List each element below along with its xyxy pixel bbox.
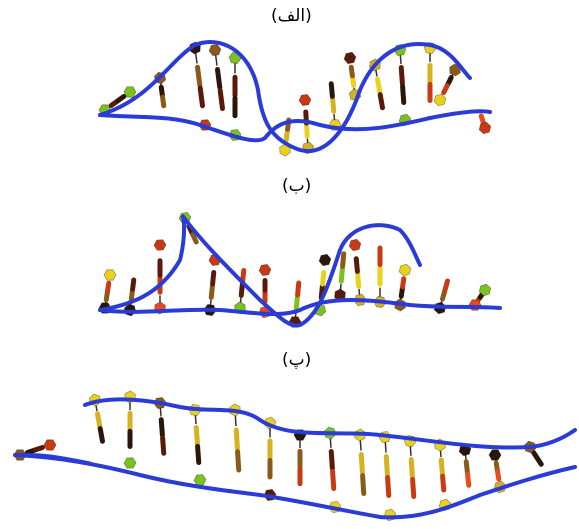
panel-a-backbone-strand-2 [98,109,492,143]
base-pair-slab [128,288,135,303]
base-pair-slab [328,81,335,99]
nucleotide-base [208,43,222,57]
panel-b-dna-diagram [98,211,502,328]
base-pair-slab [440,288,448,302]
panel-a-backbone-strand-1 [98,40,472,154]
base-pair-slab [95,411,103,429]
panel-c-backbone-strand-1 [83,397,577,450]
panel-a-bases [98,41,492,157]
base-pair-slab [383,454,390,477]
panel-a-label: (الف) [271,6,312,26]
base-pair-slab [375,76,383,95]
base-pair-slab [293,294,300,312]
base-pair-slab [193,425,200,447]
base-pair-slab [445,75,454,87]
base-pair-slab [195,443,202,465]
base-pair-slab [160,94,167,109]
base-pair-slab [442,278,450,292]
base-pair-slab [400,83,407,105]
base-pair-slab [438,457,445,477]
nucleotide-base [398,263,412,277]
nucleotide-base [103,269,117,281]
base-pair-slab [97,426,105,444]
panel-b-label: (ب) [282,176,312,196]
base-pair-slab [463,459,470,476]
base-pair-slab [353,256,360,274]
base-pair-slab [408,457,415,480]
nucleotide-base [449,63,461,77]
panel-b-backbone-strand-2 [98,298,502,317]
nucleotide-base [478,121,492,135]
base-pair-slab [377,92,385,111]
base-pair-slab [130,277,137,292]
panel-c-backbone-tail [13,453,92,465]
panel-c-backbone-strand-2 [13,453,577,520]
base-pair-slab [320,270,327,287]
base-pair-slab [238,281,245,298]
nucleotide-base [193,474,207,486]
base-pair-slab [400,276,407,290]
base-pair-slab [33,445,45,453]
base-pair-slab [330,468,337,491]
nucleotide-base [488,449,502,461]
base-pair-slab [210,270,217,287]
base-pair-slab [103,289,110,303]
base-pair-slab [208,283,215,300]
base-pair-slab [235,449,242,473]
base-pair-slab [440,473,447,493]
nucleotide-base [258,263,272,277]
nucleotide-base [153,239,167,251]
base-pair-slab [195,64,203,88]
base-pair-slab [495,469,502,482]
base-pair-slab [328,449,335,472]
base-pair-slab [158,84,165,99]
base-pair-slab [283,128,290,143]
base-pair-slab [340,251,347,269]
base-pair-slab [233,427,240,451]
base-pair-slab [478,113,485,123]
base-pair-slab [350,74,357,89]
base-pair-slab [190,232,199,245]
base-pair-slab [465,471,472,488]
base-pair-slab [398,285,405,299]
base-pair-slab [304,122,310,139]
panel-c-label: (پ) [282,350,312,370]
base-pair-slab [410,476,417,499]
nucleotide-base [433,93,447,107]
base-pair-slab [338,266,345,284]
nucleotide-base [123,86,137,98]
base-pair-slab [330,96,337,114]
panel-a-dna-diagram [98,40,492,157]
nucleotide-base [348,238,362,252]
nucleotide-base [298,93,312,107]
base-pair-slab [358,452,365,475]
base-pair-slab [355,271,362,289]
nucleotide-base [343,51,357,65]
nucleotide-base [318,253,332,267]
base-pair-slab [348,64,355,79]
nucleotide-base [123,457,137,469]
base-pair-slab [441,83,450,95]
base-pair-slab [105,280,112,294]
base-pair-slab [535,456,544,467]
nucleotide-base [478,283,492,297]
base-pair-slab [197,85,205,109]
base-pair-slab [217,88,225,111]
nucleotide-base [228,51,242,65]
base-pair-slab [493,460,500,473]
base-pair-slab [385,475,392,498]
nucleotide-base [43,439,57,451]
base-pair-slab [160,435,167,456]
base-pair-slab [215,67,223,90]
base-pair-slab [115,94,127,104]
panel-c-dna-diagram [13,390,577,522]
base-pair-slab [295,280,302,298]
base-pair-slab [398,65,405,87]
base-pair-slab [360,473,367,496]
base-pair-slab [158,417,165,438]
